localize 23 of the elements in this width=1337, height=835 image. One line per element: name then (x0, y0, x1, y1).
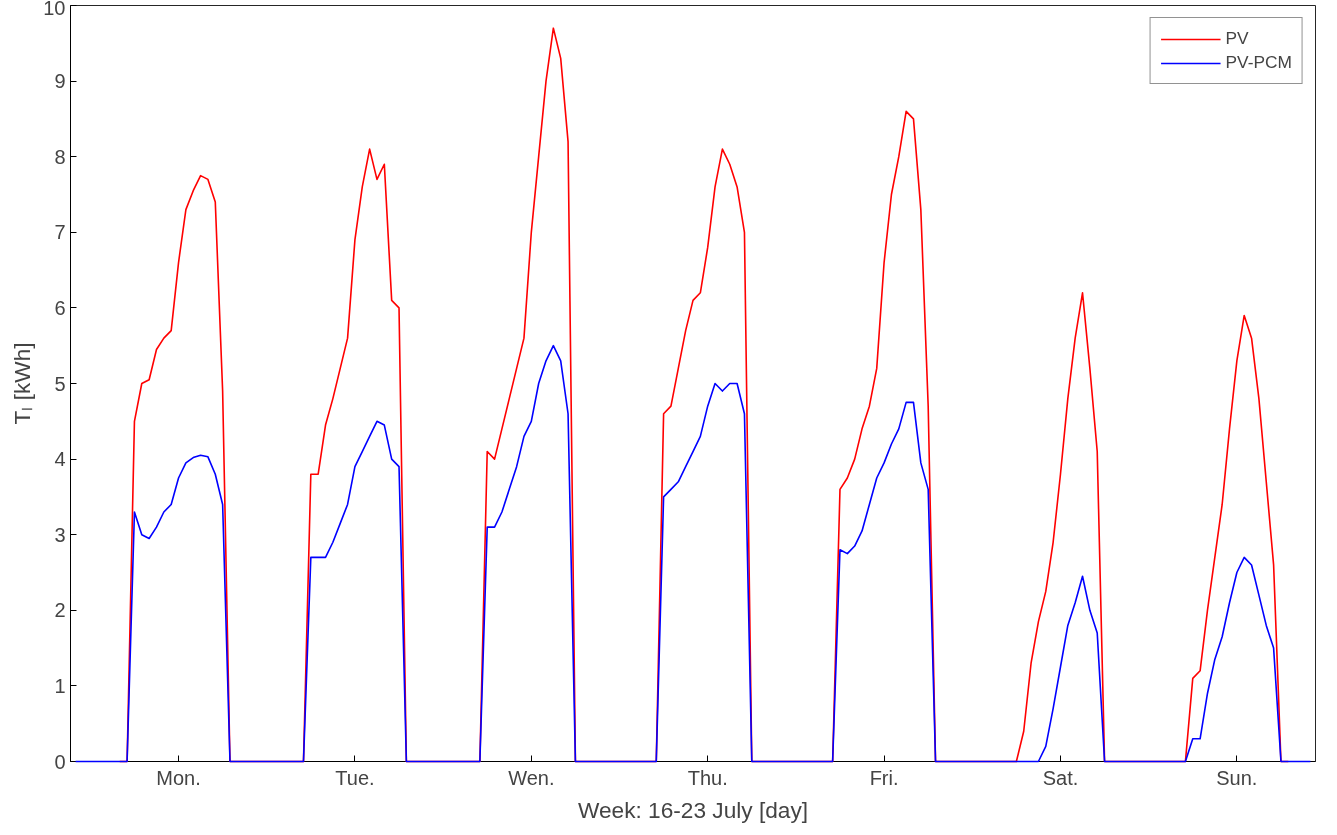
x-tick-label: Sun. (1216, 766, 1258, 789)
legend-label: PV (1225, 28, 1249, 49)
y-tick-label: 6 (54, 296, 66, 319)
y-tick-label: 1 (54, 674, 66, 697)
x-tick-label: Sat. (1042, 766, 1079, 789)
x-tick-label: Wen. (508, 766, 555, 789)
y-tick-label: 8 (54, 145, 66, 168)
y-tick-label: 10 (43, 0, 66, 19)
x-tick-label: Thu. (687, 766, 728, 789)
y-tick-label: 0 (54, 750, 66, 773)
line-series (74, 344, 1312, 763)
y-tick-label: 2 (54, 599, 66, 622)
x-tick-label: Mon. (156, 766, 201, 789)
x-axis-title: Week: 16-23 July [day] (577, 796, 809, 823)
y-tick-label: 7 (54, 221, 66, 244)
x-tick-label: Fri. (869, 766, 899, 789)
y-tick-label: 5 (54, 372, 66, 395)
y-tick-label: 3 (54, 523, 66, 546)
y-axis-title: Tₗ [kWh] (9, 342, 36, 425)
y-tick-label: 9 (54, 70, 66, 93)
x-tick-label: Tue. (335, 766, 375, 789)
legend-label: PV-PCM (1225, 52, 1292, 73)
y-tick-label: 4 (54, 448, 66, 471)
